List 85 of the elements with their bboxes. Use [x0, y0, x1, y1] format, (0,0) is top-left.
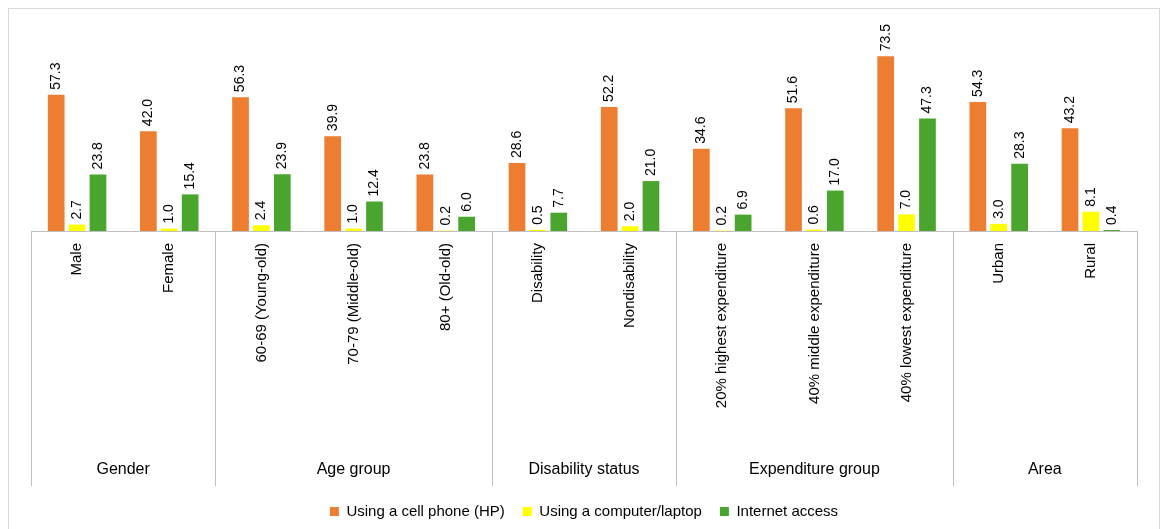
legend-label: Using a cell phone (HP): [346, 501, 505, 519]
data-label: 28.3: [1010, 131, 1027, 159]
text: Expenditure group: [749, 460, 880, 478]
bar: [550, 212, 568, 231]
data-label: 23.8: [415, 141, 432, 170]
data-label: 47.3: [918, 86, 935, 114]
data-label: 34.6: [692, 116, 709, 144]
data-label: 0.2: [713, 205, 730, 226]
data-label: 6.0: [457, 192, 474, 212]
x-tick-label: 80+ (Old-old): [435, 243, 453, 331]
x-tick-label: 20% highest expenditure: [712, 243, 730, 409]
bar: [181, 194, 199, 231]
bar: [642, 181, 660, 231]
data-label: 6.9: [734, 189, 750, 210]
x-tick-label: 60-69 (Young-old): [251, 243, 269, 363]
bar: [734, 214, 752, 231]
data-label: 8.1: [1081, 187, 1098, 207]
x-tick-label: Nondisability: [620, 242, 638, 329]
bar: [693, 148, 710, 231]
bar: [898, 214, 915, 231]
data-label: 17.0: [826, 158, 843, 186]
data-label: 54.3: [968, 69, 985, 97]
data-label: 2.4: [252, 200, 269, 221]
x-tick-label: Male: [67, 243, 85, 276]
bar: [416, 174, 434, 231]
data-label: 52.2: [600, 74, 617, 102]
data-label: 0.4: [1102, 205, 1119, 226]
bar: [458, 216, 475, 231]
data-label: 12.4: [365, 169, 382, 197]
bar: [621, 226, 639, 231]
bar: [47, 94, 65, 231]
x-tick-label: 40% middle expenditure: [804, 243, 822, 404]
bar: [785, 108, 802, 231]
data-label: 23.8: [88, 141, 105, 170]
data-label: 7.0: [897, 189, 914, 210]
data-label: 39.9: [323, 103, 340, 132]
bar: [89, 174, 107, 231]
bar: [232, 97, 249, 231]
bar: [68, 224, 86, 231]
bar: [919, 118, 936, 231]
text: Gender: [96, 460, 151, 478]
text: Disability status: [528, 460, 640, 478]
bar: [324, 136, 342, 231]
data-label: 73.5: [876, 23, 893, 52]
data-label: 7.7: [549, 188, 566, 208]
bar: [508, 163, 526, 231]
x-tick-label: Rural: [1081, 243, 1099, 279]
data-label: 23.9: [273, 141, 290, 170]
data-label: 0.6: [805, 204, 822, 225]
data-label: 0.2: [436, 205, 453, 226]
data-label: 2.7: [67, 199, 84, 220]
x-tick-label: 70-79 (Middle-old): [343, 243, 361, 365]
bar: [1082, 211, 1100, 231]
x-tick-label: Urban: [988, 243, 1006, 284]
data-label: 3.0: [989, 199, 1006, 219]
bar: [1011, 163, 1028, 231]
data-label: 0.5: [528, 205, 545, 225]
text: Area: [1027, 460, 1062, 478]
bar: [140, 131, 157, 231]
data-label: 57.3: [47, 62, 64, 90]
data-label: 43.2: [1060, 95, 1077, 124]
x-tick-label: Female: [159, 243, 177, 294]
bar: [990, 223, 1008, 231]
bar: [1061, 128, 1079, 231]
data-label: 28.6: [507, 130, 524, 158]
bar: [253, 225, 270, 231]
text: Age group: [316, 460, 391, 478]
legend-label: Using a computer/laptop: [539, 501, 702, 519]
data-label: 21.0: [641, 148, 658, 177]
data-label: 1.0: [344, 203, 361, 224]
data-label: 56.3: [231, 64, 248, 93]
data-label: 51.6: [784, 75, 801, 104]
data-label: 2.0: [620, 201, 637, 222]
bar: [366, 201, 383, 231]
data-label: 42.0: [139, 98, 156, 127]
data-label: 15.4: [181, 161, 197, 190]
bar: [600, 106, 618, 231]
data-label: 1.0: [160, 203, 177, 224]
bar: [273, 174, 291, 231]
bar: [826, 190, 844, 231]
bar: [969, 101, 987, 231]
legend-label: Internet access: [736, 501, 839, 519]
bar: [877, 56, 895, 231]
x-tick-label: Disability: [528, 242, 546, 304]
x-tick-label: 40% lowest expenditure: [896, 243, 914, 403]
